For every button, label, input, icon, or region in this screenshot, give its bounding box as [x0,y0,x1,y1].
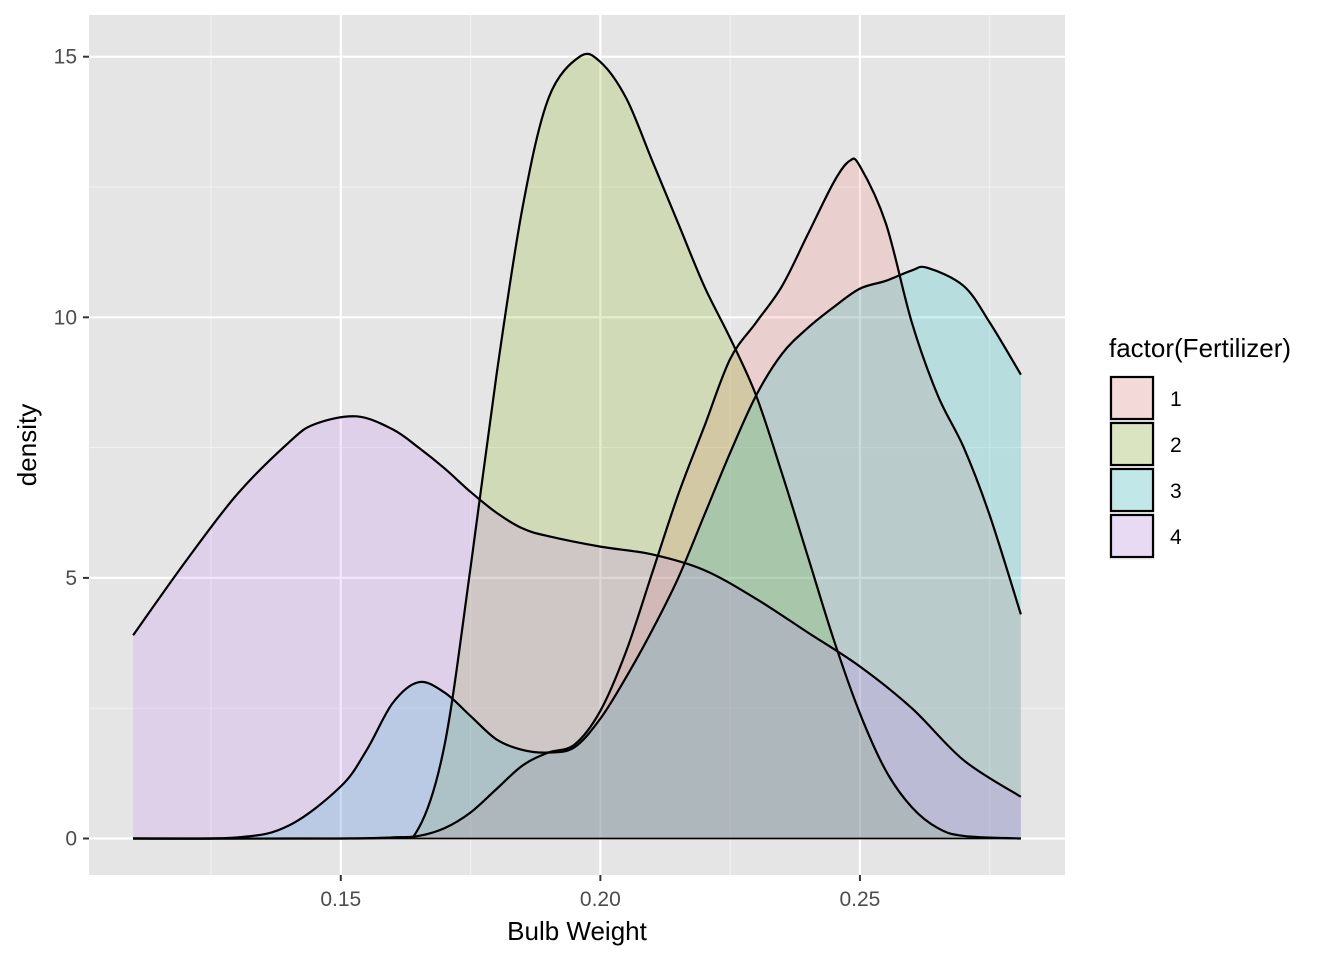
legend-label-fertilizer-4: 4 [1170,526,1182,549]
density-line-fertilizer-4 [132,415,1022,798]
legend-key-fertilizer-1 [1109,375,1155,421]
y-axis-ticks: 0 5 10 15 [54,46,89,851]
legend-key-fertilizer-2 [1109,421,1155,467]
x-tick-label: 0.15 [320,888,361,911]
legend-key-background [1109,468,1155,514]
legend-key-fertilizer-3 [1109,467,1155,513]
y-tick-label: 15 [54,46,77,69]
legend-key-background [1109,422,1155,468]
y-axis-title: density [12,404,42,486]
legend-title: factor(Fertilizer) [1109,333,1291,363]
legend-key-fertilizer-4 [1109,513,1155,559]
density-area-fertilizer-2 [133,53,1021,839]
density-area-fertilizer-3 [133,266,1021,839]
y-tick-label: 10 [54,306,77,329]
plot-panel [89,15,1065,875]
density-line-fertilizer-1 [133,157,1022,840]
legend: factor(Fertilizer) 1 2 3 4 [1109,333,1291,560]
density-line-fertilizer-2 [133,52,1021,840]
grid-minor [89,15,1065,875]
density-area-fertilizer-1 [133,158,1021,839]
x-axis-ticks: 0.15 0.20 0.25 [320,875,880,911]
legend-key-background [1109,514,1155,560]
y-tick-label: 0 [65,828,77,851]
legend-key-background [1109,376,1155,422]
x-tick-label: 0.25 [839,888,880,911]
legend-label-fertilizer-3: 3 [1170,480,1182,503]
legend-label-fertilizer-2: 2 [1170,434,1182,457]
y-tick-label: 5 [65,567,77,590]
x-axis-title: Bulb Weight [507,916,647,946]
density-area-fertilizer-4 [133,416,1021,839]
density-line-fertilizer-3 [133,265,1022,840]
density-areas [132,52,1022,840]
legend-label-fertilizer-1: 1 [1170,388,1182,411]
x-tick-label: 0.20 [580,888,621,911]
